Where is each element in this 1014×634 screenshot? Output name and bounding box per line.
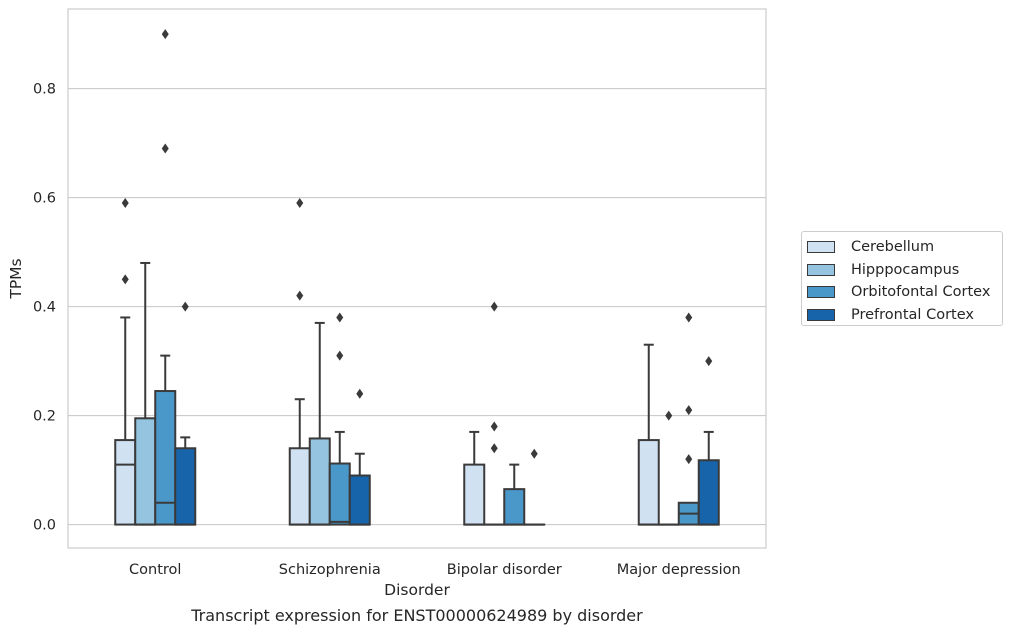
x-tick-label: Control xyxy=(129,562,181,578)
outlier-point xyxy=(685,312,693,323)
y-tick-label: 0.0 xyxy=(33,518,56,534)
x-tick-label: Major depression xyxy=(617,562,741,578)
outlier-point xyxy=(356,388,364,399)
chart-legend: Cerebellum Hipppocampus Orbitofontal Cor… xyxy=(801,231,1003,326)
outlier-point xyxy=(161,29,169,40)
outlier-point xyxy=(336,312,344,323)
legend-label: Cerebellum xyxy=(851,239,935,256)
box xyxy=(134,417,157,526)
outlier-point xyxy=(685,405,693,416)
legend-swatch xyxy=(807,241,835,254)
box xyxy=(348,474,371,526)
outlier-point xyxy=(181,301,189,312)
outlier-point xyxy=(705,356,713,367)
outlier-point xyxy=(530,448,538,459)
plot-frame xyxy=(67,8,767,549)
y-tick-label: 0.4 xyxy=(33,300,56,316)
legend-swatch xyxy=(807,308,835,321)
box xyxy=(503,488,526,526)
box xyxy=(637,439,660,526)
figure-caption: Transcript expression for ENST0000062498… xyxy=(191,606,643,625)
outlier-point xyxy=(121,274,129,285)
y-axis-label: TPMs xyxy=(7,258,25,299)
outlier-point xyxy=(685,454,693,465)
legend-item: Cerebellum xyxy=(807,236,1002,259)
box xyxy=(328,462,351,526)
legend-swatch xyxy=(807,286,835,299)
outlier-point xyxy=(336,350,344,361)
x-axis-label: Disorder xyxy=(384,581,450,599)
box xyxy=(114,439,137,526)
outlier-point xyxy=(161,143,169,154)
outlier-point xyxy=(490,443,498,454)
y-tick-label: 0.6 xyxy=(33,191,56,207)
outlier-point xyxy=(665,410,673,421)
legend-label: Prefrontal Cortex xyxy=(851,306,974,323)
box xyxy=(308,437,331,526)
outlier-point xyxy=(490,421,498,432)
outlier-point xyxy=(296,290,304,301)
x-tick-label: Schizophrenia xyxy=(279,562,381,578)
legend-label: Orbitofontal Cortex xyxy=(851,284,991,301)
legend-label: Hipppocampus xyxy=(851,261,960,278)
box xyxy=(463,463,486,526)
x-tick-label: Bipolar disorder xyxy=(447,562,562,578)
box xyxy=(174,447,197,526)
box xyxy=(697,459,720,526)
legend-item: Hipppocampus xyxy=(807,259,1002,282)
box xyxy=(288,447,311,526)
legend-item: Prefrontal Cortex xyxy=(807,304,1002,327)
outlier-point xyxy=(121,198,129,209)
y-tick-label: 0.8 xyxy=(33,82,56,98)
legend-swatch xyxy=(807,263,835,276)
y-tick-label: 0.2 xyxy=(33,409,56,425)
outlier-point xyxy=(296,198,304,209)
legend-item: Orbitofontal Cortex xyxy=(807,281,1002,304)
outlier-point xyxy=(490,301,498,312)
box xyxy=(154,390,177,526)
